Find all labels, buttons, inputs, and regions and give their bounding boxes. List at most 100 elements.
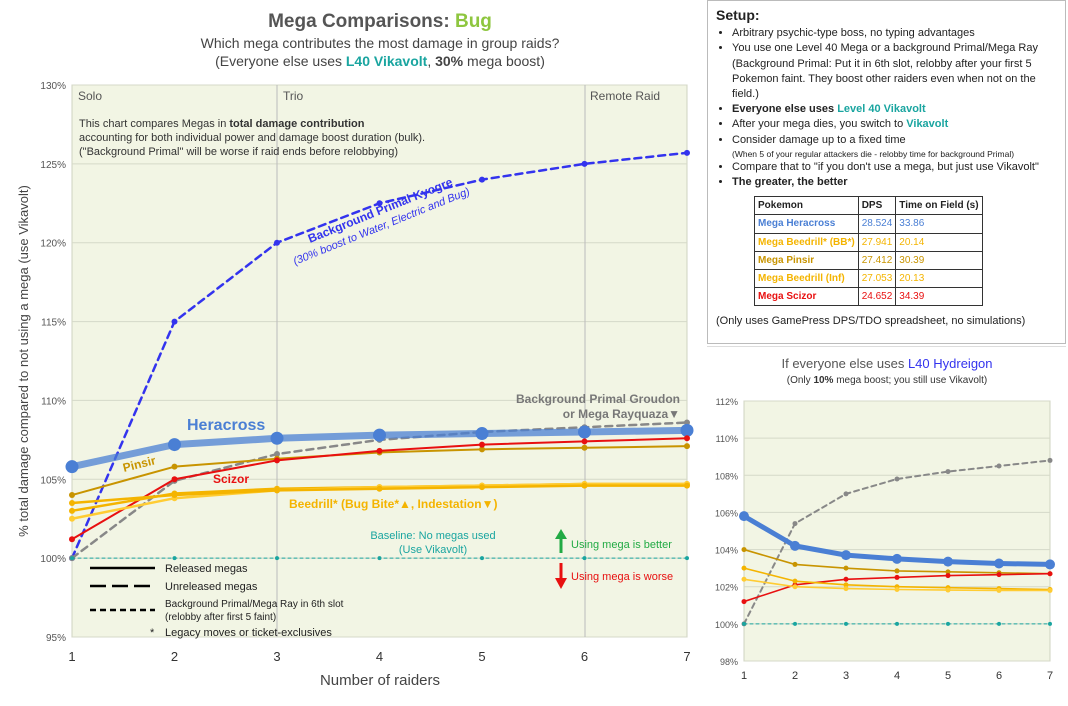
data-point-pinsir — [792, 561, 798, 567]
x-tick-labels: 1 2 3 4 5 6 7 — [68, 649, 690, 664]
table-cell: 33.86 — [895, 214, 983, 234]
setup-title: Setup: — [716, 7, 760, 23]
data-point-scizor — [69, 536, 75, 543]
data-point-heracross — [168, 438, 181, 452]
data-point-scizor — [741, 599, 747, 605]
y-tick-labels: 95% 100% 105% 110% 115% 120% 125% 130% — [40, 81, 66, 644]
data-point-beedrill_inf — [1047, 587, 1053, 593]
data-point-pinsir — [479, 446, 485, 453]
x-tick-label: 1 — [68, 649, 75, 664]
table-cell: 27.412 — [857, 250, 897, 271]
label-scizor: Scizor — [213, 472, 249, 486]
table-row: Mega Scizor 24.652 34.39 — [754, 287, 983, 307]
zone-label-trio: Trio — [283, 89, 304, 103]
table-row: Mega Beedrill* (BB*) 27.941 20.14 — [754, 232, 983, 252]
setup-item: Everyone else uses Level 40 Vikavolt — [732, 102, 1057, 117]
data-point-groudon — [894, 476, 900, 482]
data-point-scizor — [479, 441, 485, 448]
zone-label-remote: Remote Raid — [590, 89, 660, 103]
table-cell: 20.14 — [895, 232, 983, 252]
table-cell: 20.13 — [895, 269, 983, 289]
table-header: Pokemon — [754, 196, 859, 216]
data-point-beedrill_bb — [684, 482, 690, 489]
setup-item: Consider damage up to a fixed time (When … — [732, 133, 1057, 160]
data-point-heracross — [270, 431, 284, 445]
x-tick-label: 2 — [792, 670, 798, 682]
data-point-scizor — [996, 572, 1002, 578]
data-point-scizor — [274, 457, 280, 464]
setup-footnote: (Only uses GamePress DPS/TDO spreadsheet… — [716, 315, 1026, 328]
setup-item: Compare that to "if you don't use a mega… — [732, 160, 1057, 175]
data-point-baseline — [685, 556, 689, 561]
x-tick-label: 2 — [171, 649, 178, 664]
x-tick-label: 4 — [894, 670, 900, 682]
data-point-beedrill_bb — [581, 482, 588, 489]
data-point-heracross — [65, 460, 79, 474]
y-tick-label: 106% — [715, 508, 738, 518]
arrow-up-head-icon — [555, 529, 567, 539]
data-point-beedrill_bb — [843, 582, 849, 588]
y-tick-label: 102% — [715, 583, 738, 593]
legend-released: Released megas — [165, 563, 248, 575]
data-point-pinsir — [581, 444, 588, 451]
label-baseline: Baseline: No megas used — [370, 530, 495, 542]
table-cell: 30.39 — [895, 250, 983, 271]
chart-note-line1: This chart compares Megas in total damag… — [79, 118, 365, 130]
dps-table: Pokemon DPS Time on Field (s) Mega Herac… — [754, 196, 983, 307]
data-point-beedrill_inf — [945, 587, 951, 593]
side-chart: If everyone else uses L40 Hydreigon (Onl… — [707, 346, 1066, 682]
data-point-baseline — [946, 621, 950, 626]
x-tick-label: 4 — [376, 649, 383, 664]
table-header: DPS — [857, 196, 897, 216]
data-point-baseline — [70, 556, 74, 561]
setup-item: After your mega dies, you switch to Vika… — [732, 117, 1057, 132]
chart-note-line3: ("Background Primal" will be worse if ra… — [79, 146, 398, 158]
main-title: Mega Comparisons: Bug — [268, 11, 492, 32]
zone-label-solo: Solo — [78, 89, 102, 103]
x-tick-label: 1 — [741, 670, 747, 682]
data-point-groudon — [996, 463, 1002, 469]
y-tick-label: 100% — [715, 620, 738, 630]
table-header-row: Pokemon DPS Time on Field (s) — [754, 196, 983, 216]
data-point-heracross — [475, 427, 489, 441]
data-point-kyogre — [479, 176, 485, 183]
data-point-groudon — [1047, 457, 1053, 463]
data-point-scizor — [843, 576, 849, 582]
chart-note-line2: accounting for both individual power and… — [79, 132, 425, 144]
table-row: Mega Pinsir 27.412 30.39 — [754, 250, 983, 271]
y-tick-label: 105% — [40, 475, 66, 486]
data-point-heracross — [943, 556, 953, 567]
legend-unreleased: Unreleased megas — [165, 581, 258, 593]
data-point-heracross — [841, 550, 851, 561]
data-point-heracross — [790, 540, 800, 551]
y-axis-title: % total damage compared to not using a m… — [16, 185, 31, 537]
setup-item-text: After your mega dies, you switch to — [732, 118, 907, 131]
data-point-scizor — [376, 447, 383, 454]
table-cell: 27.941 — [857, 232, 897, 252]
data-point-heracross — [373, 428, 386, 442]
data-point-heracross — [680, 423, 694, 437]
data-point-scizor — [684, 435, 690, 442]
data-point-kyogre — [581, 160, 588, 167]
data-point-baseline — [844, 621, 848, 626]
table-cell: Mega Beedrill* (BB*) — [754, 232, 859, 252]
table-cell: Mega Beedrill (Inf) — [754, 269, 859, 289]
setup-item-text: Consider damage up to a fixed time — [732, 133, 906, 146]
y-tick-label: 110% — [41, 396, 66, 407]
data-point-beedrill_bb — [171, 492, 178, 499]
data-point-pinsir — [894, 568, 900, 574]
x-tick-label: 3 — [843, 670, 849, 682]
data-point-beedrill_bb — [741, 565, 747, 571]
data-point-baseline — [480, 556, 484, 561]
x-tick-label: 5 — [945, 670, 951, 682]
data-point-beedrill_bb — [69, 499, 75, 506]
data-point-baseline — [793, 621, 797, 626]
setup-list: Arbitrary psychic-type boss, no typing a… — [716, 26, 1057, 190]
y-tick-label: 110% — [716, 434, 738, 444]
data-point-kyogre — [684, 149, 690, 156]
main-subtitle: Which mega contributes the most damage i… — [201, 35, 560, 51]
data-point-baseline — [377, 556, 382, 561]
data-point-beedrill_bb — [479, 484, 485, 491]
setup-item: You use one Level 40 Mega or a backgroun… — [732, 41, 1057, 102]
arrow-down-head-icon — [555, 578, 567, 589]
